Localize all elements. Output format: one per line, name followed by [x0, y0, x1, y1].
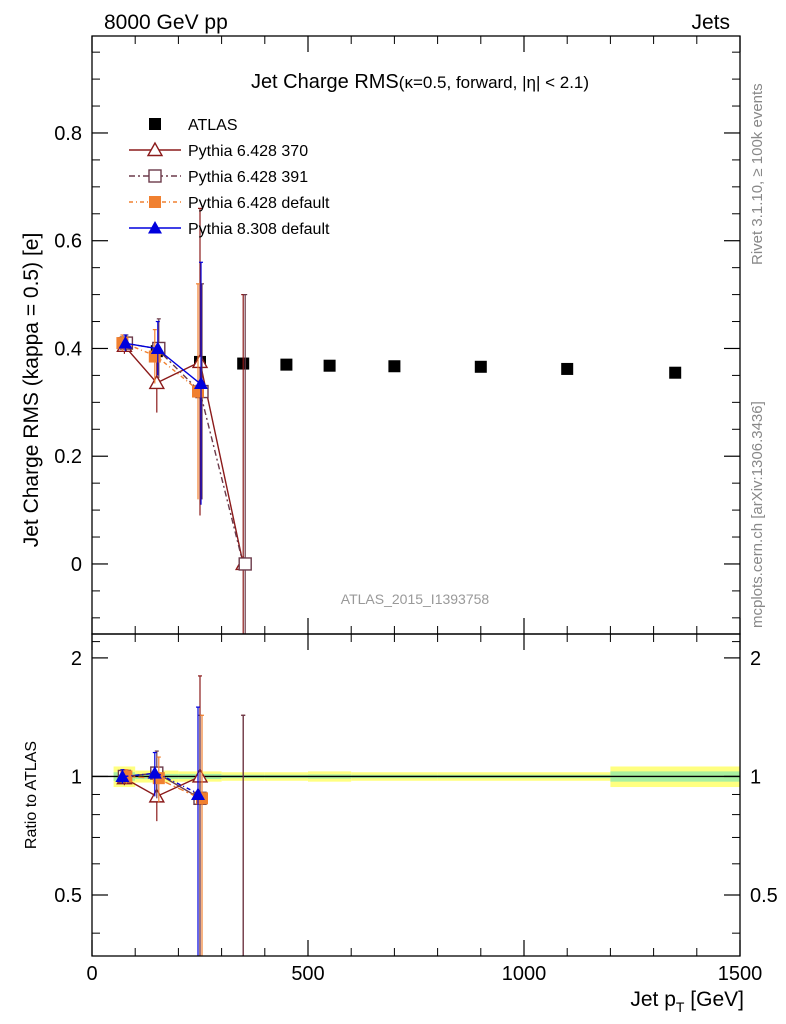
legend-marker [146, 141, 164, 157]
legend-label: Pythia 8.308 default [188, 221, 330, 238]
ratio-data-point [191, 787, 205, 800]
main-y-tick-label: 0.6 [54, 231, 82, 253]
side-label-mcplots: mcplots.cern.ch [arXiv:1306.3436] [749, 401, 766, 628]
main-data-point [561, 362, 574, 375]
legend-label: Pythia 6.428 default [188, 195, 330, 212]
main-y-tick-label: 0.8 [54, 123, 82, 145]
ratio-y-tick-label-right: 0.5 [750, 885, 778, 907]
legend-marker [148, 169, 162, 183]
legend: ATLAS Pythia 6.428 370 Pythia 6.428 391 Pyt… [129, 117, 330, 238]
main-series-0 [118, 337, 682, 379]
legend-marker [149, 196, 161, 208]
main-data-point [238, 557, 252, 571]
main-data-point [280, 358, 293, 371]
legend-entry: Pythia 8.308 default [129, 221, 330, 238]
main-data-point [474, 360, 487, 373]
main-title: Jet Charge RMS(κ=0.5, forward, |η| < 2.1… [251, 71, 589, 93]
main-series-line-1 [123, 345, 244, 565]
main-y-axis-label: Jet Charge RMS (kappa = 0.5) [e] [20, 233, 43, 548]
ratio-y-tick-label: 2 [71, 648, 82, 670]
ratio-y-tick-label-right: 1 [750, 766, 761, 788]
main-series-4 [118, 261, 208, 505]
main-data-point [148, 374, 165, 390]
ratio-y-axis-label: Ratio to ATLAS [23, 741, 40, 849]
ratio-data-point [115, 769, 130, 782]
analysis-label: ATLAS_2015_I1393758 [341, 591, 490, 607]
ratio-y-tick-label: 0.5 [54, 885, 82, 907]
ratio-series-1 [117, 714, 246, 956]
x-tick-label: 1500 [718, 963, 763, 985]
main-y-tick-label: 0.4 [54, 338, 82, 360]
legend-entry: ATLAS [149, 117, 238, 134]
ratio-y-tick-label-right: 2 [750, 648, 761, 670]
main-data-point [388, 360, 401, 373]
x-axis-label: Jet pT [GeV] [630, 988, 744, 1015]
main-panel: 0 0.2 0.4 0.6 0.8 Jet Charge RMS(κ=0.5, forw… [20, 35, 741, 635]
ratio-panel-frame [91, 633, 741, 957]
legend-marker [149, 118, 161, 130]
header-left: 8000 GeV pp [104, 11, 228, 34]
x-axis-label-main: Jet p [630, 988, 676, 1011]
legend-label: Pythia 6.428 391 [188, 169, 308, 186]
main-data-point [150, 341, 165, 354]
main-title-primary: Jet Charge RMS [251, 71, 399, 93]
x-tick-label: 1000 [502, 963, 547, 985]
legend-entry: Pythia 6.428 default [129, 195, 330, 212]
x-axis-label-subscript: T [676, 999, 685, 1015]
x-axis: 0 500 1000 1500 [86, 36, 762, 985]
legend-entry: Pythia 6.428 370 [129, 141, 308, 160]
x-tick-label: 0 [86, 963, 97, 985]
main-series-2 [119, 283, 252, 634]
legend-marker [148, 221, 162, 234]
x-axis-label-unit: [GeV] [684, 988, 744, 1011]
legend-entry: Pythia 6.428 391 [129, 169, 308, 186]
main-data-point [191, 353, 209, 369]
x-tick-label: 500 [291, 963, 324, 985]
main-data-point [669, 366, 682, 379]
header-right: Jets [691, 11, 730, 34]
main-data-point [194, 376, 208, 389]
main-series-1 [116, 207, 252, 634]
main-series-line-2 [124, 342, 244, 565]
main-series-3 [116, 283, 204, 500]
ratio-data-point [147, 766, 162, 779]
ratio-y-tick-label: 1 [71, 766, 82, 788]
side-label-rivet: Rivet 3.1.10, ≥ 100k events [749, 83, 766, 265]
ratio-series-0 [116, 675, 246, 956]
legend-label: ATLAS [188, 117, 238, 134]
main-y-tick-label: 0 [71, 554, 82, 576]
main-y-tick-label: 0.2 [54, 446, 82, 468]
ratio-panel: 0.5 0.5 1 1 2 2 Ratio to ATLAS [23, 633, 778, 957]
legend-label: Pythia 6.428 370 [188, 143, 308, 160]
main-data-point [323, 359, 336, 372]
ratio-series-2 [120, 714, 208, 956]
main-data-point [118, 336, 133, 349]
ratio-series-3 [115, 706, 205, 956]
main-title-secondary: (κ=0.5, forward, |η| < 2.1) [399, 73, 589, 92]
